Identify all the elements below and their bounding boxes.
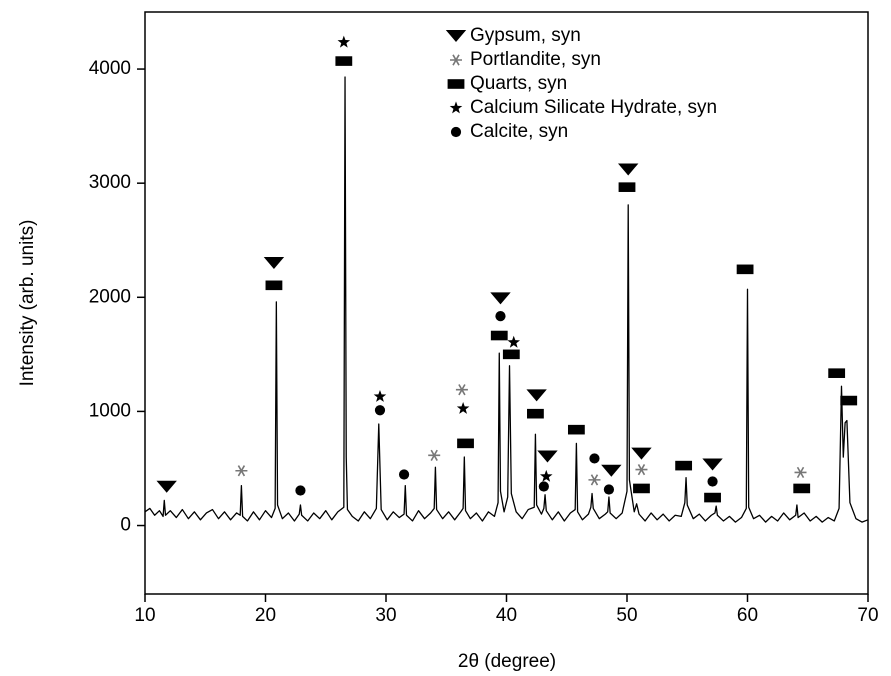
- y-tick-label: 4000: [89, 58, 131, 79]
- marker-quartz: [704, 492, 721, 503]
- x-tick-label: 70: [857, 605, 878, 626]
- marker-portlandite: [450, 54, 462, 66]
- legend-label: Calcium Silicate Hydrate, syn: [470, 97, 717, 118]
- marker-quartz: [840, 395, 858, 406]
- marker-csh: [507, 335, 521, 348]
- marker-gypsum: [702, 458, 723, 471]
- marker-quartz: [457, 438, 474, 449]
- marker-gypsum: [445, 30, 467, 42]
- marker-portlandite: [794, 466, 807, 479]
- marker-gypsum: [263, 257, 285, 270]
- marker-calcite: [603, 484, 615, 495]
- marker-quartz: [447, 79, 465, 89]
- marker-gypsum: [537, 450, 558, 463]
- marker-csh: [456, 401, 470, 414]
- xrd-pattern: [144, 76, 869, 523]
- marker-quartz: [527, 408, 544, 419]
- marker-quartz: [793, 483, 811, 494]
- x-tick-label: 60: [737, 605, 758, 626]
- legend-label: Calcite, syn: [470, 121, 568, 142]
- marker-csh: [449, 101, 463, 114]
- marker-gypsum: [601, 464, 622, 477]
- x-tick-label: 10: [134, 605, 155, 626]
- marker-quartz: [828, 368, 846, 378]
- legend-label: Portlandite, syn: [470, 49, 601, 70]
- x-tick-label: 50: [616, 605, 637, 626]
- marker-csh: [373, 389, 387, 402]
- marker-quartz: [502, 349, 520, 360]
- marker-quartz: [618, 182, 636, 192]
- marker-calcite: [450, 126, 462, 138]
- legend-label: Quarts, syn: [470, 73, 567, 94]
- marker-gypsum: [631, 447, 652, 460]
- y-axis-label: Intensity (arb. units): [17, 220, 38, 387]
- marker-gypsum: [490, 292, 511, 305]
- marker-calcite: [707, 476, 718, 487]
- marker-portlandite: [455, 384, 468, 396]
- marker-portlandite: [235, 465, 248, 477]
- marker-quartz: [265, 280, 283, 291]
- marker-portlandite: [588, 474, 601, 486]
- marker-quartz: [633, 483, 650, 494]
- y-tick-label: 2000: [89, 286, 131, 307]
- marker-csh: [337, 35, 351, 48]
- marker-quartz: [490, 330, 508, 341]
- x-tick-label: 40: [496, 605, 517, 626]
- marker-calcite: [589, 453, 600, 464]
- marker-portlandite: [635, 464, 648, 476]
- y-tick-label: 3000: [89, 172, 131, 193]
- legend-label: Gypsum, syn: [470, 25, 581, 46]
- marker-quartz: [567, 424, 585, 435]
- marker-gypsum: [526, 389, 547, 402]
- marker-calcite: [374, 405, 386, 416]
- marker-calcite: [495, 311, 506, 322]
- marker-calcite: [538, 481, 549, 492]
- y-tick-label: 0: [120, 515, 131, 536]
- x-axis-label: 2θ (degree): [458, 651, 556, 672]
- marker-calcite: [295, 485, 306, 496]
- marker-portlandite: [428, 449, 441, 461]
- marker-calcite: [398, 469, 410, 480]
- x-tick-label: 20: [255, 605, 276, 626]
- marker-gypsum: [618, 163, 639, 176]
- marker-quartz: [675, 460, 693, 471]
- marker-gypsum: [156, 480, 177, 493]
- x-tick-label: 30: [375, 605, 396, 626]
- y-tick-label: 1000: [89, 400, 131, 421]
- marker-quartz: [736, 264, 754, 275]
- marker-quartz: [335, 56, 353, 66]
- marker-csh: [539, 469, 553, 482]
